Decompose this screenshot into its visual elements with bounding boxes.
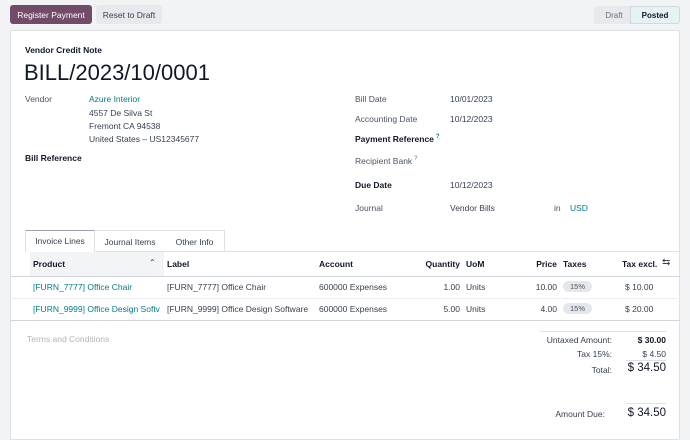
recipient-bank-label: Recipient Bank? (355, 156, 418, 166)
bill-date-label: Bill Date (355, 94, 387, 104)
totals-divider (540, 331, 666, 332)
due-divider (626, 403, 666, 404)
currency-link[interactable]: USD (570, 203, 588, 213)
tab-invoice-lines[interactable]: Invoice Lines (25, 230, 95, 252)
help-icon[interactable]: ? (435, 134, 440, 141)
total-divider (626, 360, 666, 361)
terms-input[interactable]: Terms and Conditions (27, 334, 110, 344)
bill-reference-label: Bill Reference (25, 153, 82, 163)
vendor-label: Vendor (25, 94, 52, 104)
column-taxes[interactable]: Taxes (563, 259, 587, 269)
address-line: Fremont CA 94538 (89, 121, 161, 131)
quantity-cell: 1.00 (443, 282, 460, 292)
form-sheet (10, 30, 680, 440)
column-tax-excl[interactable]: Tax excl. (622, 259, 658, 269)
document-type: Vendor Credit Note (25, 45, 102, 55)
tab-journal-items[interactable]: Journal Items (95, 230, 165, 252)
tax-value: $ 4.50 (642, 349, 666, 359)
table-bottom-border (10, 320, 680, 321)
journal-value: Vendor Bills (450, 203, 495, 213)
status-posted[interactable]: Posted (630, 6, 680, 24)
account-cell: 600000 Expenses (319, 304, 388, 314)
amount-due-value: $ 34.50 (627, 407, 666, 419)
optional-columns-icon[interactable]: ⇆ (662, 257, 671, 268)
vendor-link[interactable]: Azure Interior (89, 94, 141, 104)
column-label[interactable]: Label (167, 259, 190, 269)
label-cell: [FURN_7777] Office Chair (167, 282, 267, 292)
column-quantity[interactable]: Quantity (425, 259, 460, 269)
tax-badge: 15% (563, 303, 593, 314)
page-title: BILL/2023/10/0001 (24, 60, 210, 85)
tax-label: Tax 15%: (577, 349, 612, 359)
price-cell: 10.00 (535, 282, 557, 292)
total-value: $ 34.50 (627, 362, 666, 374)
total-label: Total: (591, 365, 612, 375)
journal-label: Journal (355, 203, 383, 213)
uom-cell: Units (466, 282, 486, 292)
payment-reference-label: Payment Reference? (355, 134, 440, 144)
column-account[interactable]: Account (319, 259, 353, 269)
quantity-cell: 5.00 (443, 304, 460, 314)
amount-due-label: Amount Due: (555, 409, 605, 419)
due-date-value: 10/12/2023 (450, 180, 493, 190)
payment-reference-text: Payment Reference (355, 134, 434, 144)
product-cell[interactable]: [FURN_9999] Office Design Softv (33, 304, 160, 314)
status-draft[interactable]: Draft (594, 6, 634, 24)
tab-divider (25, 251, 680, 252)
recipient-bank-text: Recipient Bank (355, 156, 413, 166)
address-line: 4557 De Silva St (89, 108, 153, 118)
subtotal-cell: $ 20.00 (625, 304, 654, 314)
sorted-column-bg (30, 252, 164, 276)
accounting-date-label: Accounting Date (355, 114, 418, 124)
tax-badge: 15% (563, 281, 593, 292)
column-uom[interactable]: UoM (466, 259, 485, 269)
help-icon[interactable]: ? (414, 156, 418, 163)
subtotal-cell: $ 10.00 (625, 282, 654, 292)
column-price[interactable]: Price (536, 259, 557, 269)
untaxed-value: $ 30.00 (637, 335, 666, 345)
tab-other-info[interactable]: Other Info (165, 230, 225, 252)
price-cell: 4.00 (540, 304, 557, 314)
sort-ascending-icon[interactable]: ⌃ (149, 258, 156, 267)
tax-badge-text: 15% (563, 281, 593, 292)
uom-cell: Units (466, 304, 486, 314)
accounting-date-value: 10/12/2023 (450, 114, 493, 124)
label-cell: [FURN_9999] Office Design Software (167, 304, 309, 314)
row-divider (10, 298, 680, 299)
due-date-label: Due Date (355, 180, 392, 190)
in-label: in (554, 203, 561, 213)
tax-badge-text: 15% (563, 303, 593, 314)
bill-date-value: 10/01/2023 (450, 94, 493, 104)
reset-to-draft-button[interactable]: Reset to Draft (96, 5, 162, 24)
untaxed-label: Untaxed Amount: (546, 335, 612, 345)
header-divider (10, 276, 680, 277)
product-cell[interactable]: [FURN_7777] Office Chair (33, 282, 133, 292)
address-line: United States – US12345677 (89, 134, 200, 144)
account-cell: 600000 Expenses (319, 282, 388, 292)
column-product[interactable]: Product (33, 259, 66, 269)
register-payment-button[interactable]: Register Payment (10, 5, 92, 24)
